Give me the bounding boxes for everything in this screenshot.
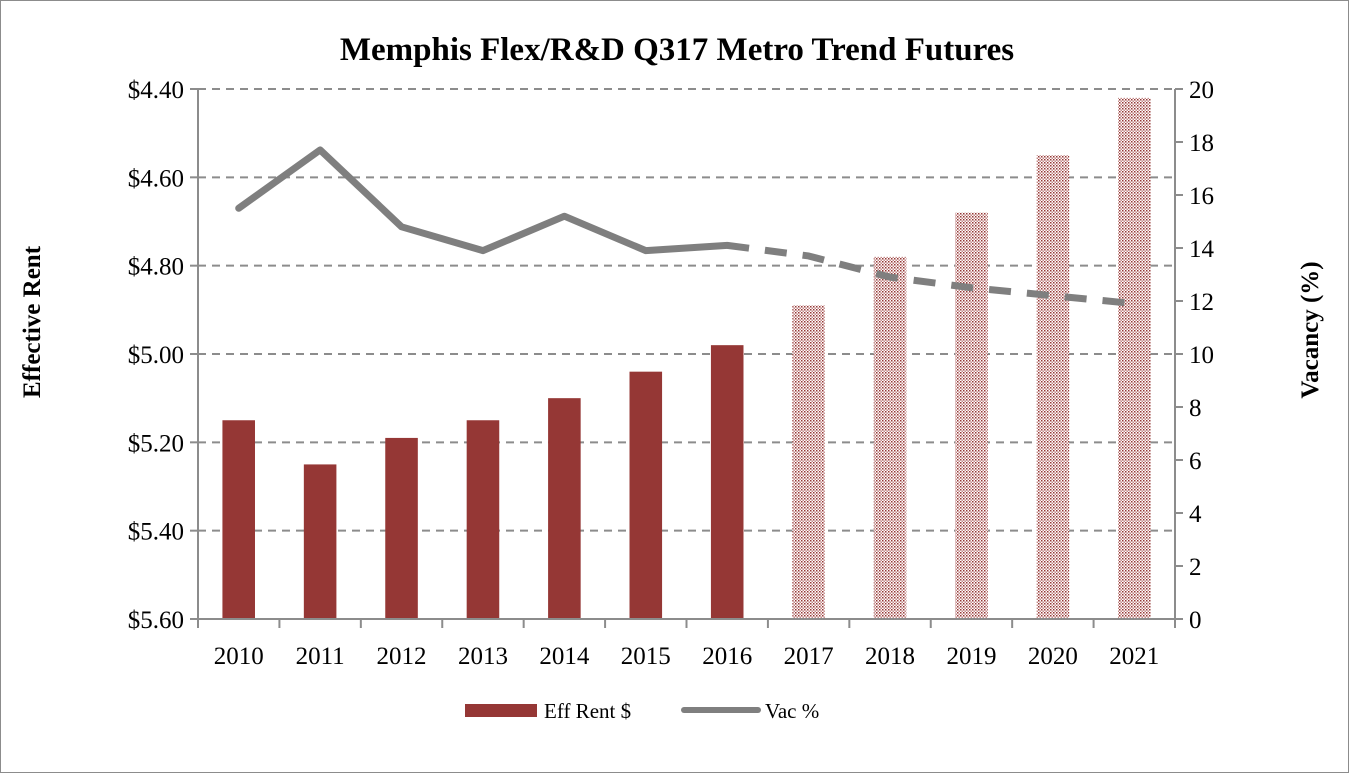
bar-2021 [1118,97,1151,620]
bars-group [222,97,1151,620]
x-tick-label: 2018 [865,643,915,670]
x-tick-label: 2013 [458,643,508,670]
bar-2018 [873,256,907,619]
x-tick-label: 2014 [539,643,590,670]
y2-tick-label: 18 [1189,130,1214,157]
bar-2015 [629,371,663,619]
x-tick-label: 2021 [1109,643,1159,670]
x-tick-label: 2011 [296,643,345,670]
y2-tick-label: 12 [1189,289,1214,316]
y2-tick-label: 4 [1189,501,1202,528]
bar-2019 [955,212,988,619]
y-tick-label: $4.60 [128,165,184,192]
x-tick-labels: 2010 2011 2012 2013 2014 2015 2016 2017 2018 2019… [214,643,1160,670]
vacancy-line-actual [235,146,731,255]
y-tick-label: $4.40 [128,77,184,104]
bar-2020 [1036,155,1070,619]
y2-tick-label: 0 [1189,607,1202,634]
y2-axis-title: Vacancy (%) [1297,261,1324,398]
y-axis-title: Effective Rent [19,245,46,398]
x-tick-label: 2019 [946,643,996,670]
y-tick-label: $5.40 [128,519,184,546]
y2-tick-label: 16 [1189,183,1214,210]
y2-tick-label: 2 [1189,554,1202,581]
legend-label-vacancy: Vac % [765,699,819,723]
bar-2010 [222,420,255,619]
gridlines [198,88,1175,532]
bar-2011 [303,464,337,619]
x-tick-label: 2020 [1028,643,1078,670]
bar-2017 [792,305,825,619]
chart-title: Memphis Flex/R&D Q317 Metro Trend Future… [340,32,1014,68]
right-tick-labels: 0 2 4 6 8 10 12 14 16 18 20 [1189,77,1215,634]
bar-2016 [710,345,744,619]
bar-2012 [385,437,418,619]
y-tick-label: $4.80 [128,254,184,281]
legend-swatch-rent [465,704,537,717]
legend-label-rent: Eff Rent $ [544,699,631,723]
vacancy-line-forecast [726,241,1135,308]
y2-tick-label: 10 [1189,342,1214,369]
y-tick-label: $5.00 [128,342,184,369]
y2-tick-label: 6 [1189,448,1202,475]
y-tick-label: $5.60 [128,607,184,634]
x-tick-label: 2015 [621,643,671,670]
bar-2013 [466,420,500,619]
x-tick-label: 2016 [702,643,752,670]
y2-tick-label: 20 [1189,77,1214,104]
bar-2014 [548,398,581,619]
x-tick-label: 2010 [214,643,264,670]
x-tick-label: 2012 [377,643,427,670]
left-tick-labels: $5.60 $5.40 $5.20 $5.00 $4.80 $4.60 $4.40 [128,77,184,634]
x-tick-label: 2017 [784,643,834,670]
axes-group [190,88,1183,628]
y-tick-label: $5.20 [128,430,184,457]
legend: Eff Rent $ Vac % [465,699,819,723]
y2-tick-label: 14 [1189,236,1215,263]
y2-tick-label: 8 [1189,395,1202,422]
vacancy-line-group [235,146,1135,308]
